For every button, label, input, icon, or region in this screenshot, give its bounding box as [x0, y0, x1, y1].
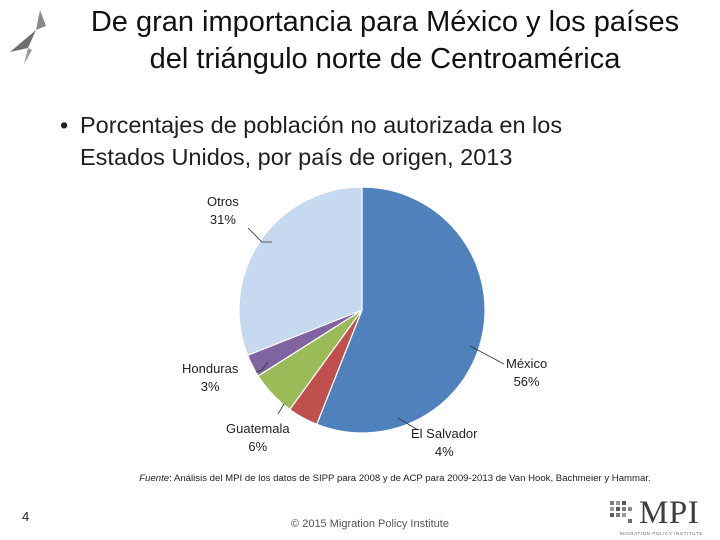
- pie-slice-m-xico: [315, 186, 486, 434]
- bullet-icon: •: [60, 112, 69, 138]
- copyright-text: © 2015 Migration Policy Institute: [291, 518, 449, 530]
- slice-name: El Salvador: [411, 426, 478, 441]
- slide-title: De gran importancia para México y los pa…: [50, 4, 720, 78]
- slice-name: Otros: [207, 194, 239, 209]
- slice-name: Honduras: [182, 361, 239, 376]
- slice-value: 31%: [209, 212, 236, 227]
- slice-label-guatemala: Guatemala 6%: [226, 420, 290, 456]
- pie-slices: [238, 186, 486, 434]
- slice-name: México: [506, 356, 548, 371]
- slice-value: 6%: [248, 439, 268, 454]
- leader-lines: [247, 227, 505, 431]
- leader-line-guatemala: [277, 403, 285, 415]
- leader-line-honduras: [255, 361, 269, 373]
- slice-label-el-salvador: El Salvador 4%: [411, 425, 477, 461]
- slice-name: Guatemala: [226, 421, 290, 436]
- source-label: Fuente: [139, 473, 170, 484]
- slice-value: 56%: [513, 374, 540, 389]
- source-note: Fuente: Análisis del MPI de los datos de…: [0, 473, 720, 484]
- bullet-line-2: Estados Unidos, por país de origen, 2013: [80, 144, 513, 170]
- title-line-2: del triángulo norte de Centroamérica: [149, 43, 621, 75]
- slide-number: 4: [22, 509, 30, 524]
- bullet-text: • Porcentajes de población no autorizada…: [60, 109, 680, 173]
- mpi-logo-text: MPI: [639, 495, 700, 531]
- source-text: : Análisis del MPI de los datos de SIPP …: [169, 473, 651, 484]
- slice-label-mexico: México 56%: [506, 355, 547, 391]
- title-line-1: De gran importancia para México y los pa…: [90, 6, 680, 38]
- mpi-logo-subtext: MIGRATION POLICY INSTITUTE: [620, 531, 703, 536]
- slice-value: 4%: [434, 444, 454, 459]
- slice-value: 3%: [200, 379, 220, 394]
- leader-line-mexico: [469, 345, 505, 365]
- mpi-logo-icon: [610, 501, 632, 523]
- corner-logo-icon: [10, 10, 46, 64]
- leader-line-elsalvador: [397, 417, 419, 431]
- pie-slice-otros: [238, 186, 363, 357]
- slice-label-honduras: Honduras 3%: [182, 360, 238, 396]
- slice-label-otros: Otros 31%: [207, 193, 239, 229]
- leader-line-otros: [247, 227, 272, 243]
- bullet-line-1: Porcentajes de población no autorizada e…: [80, 112, 563, 138]
